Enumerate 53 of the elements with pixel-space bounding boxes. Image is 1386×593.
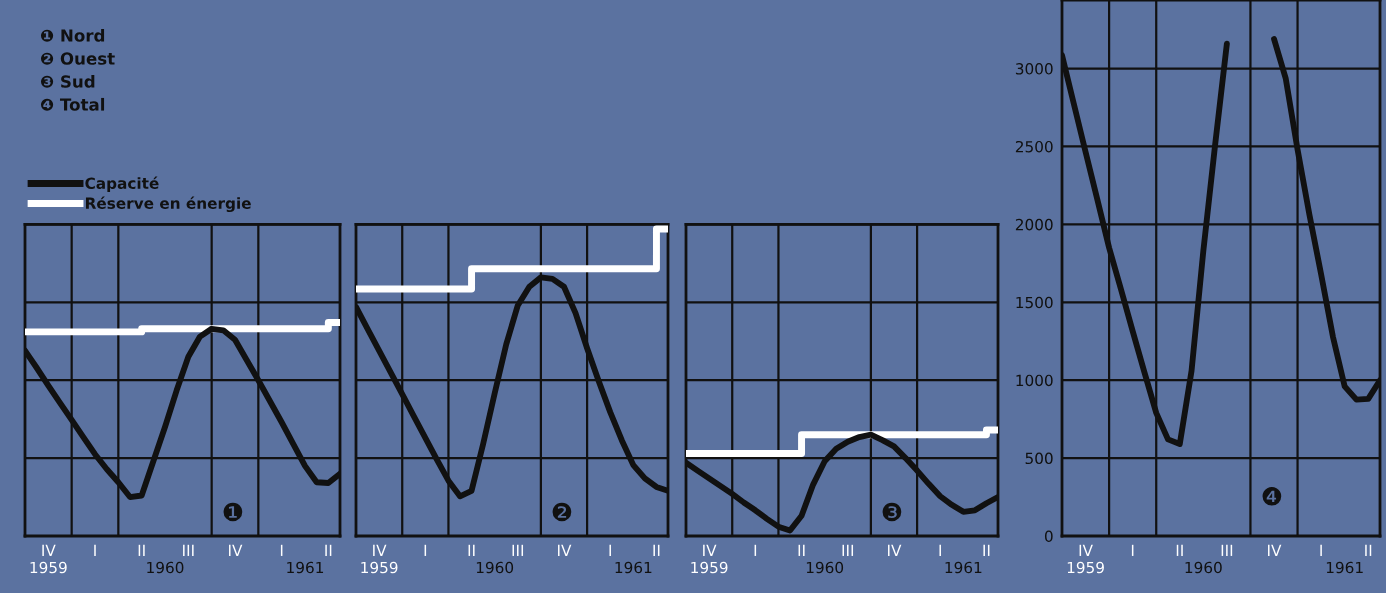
x-tick-label: II	[325, 544, 332, 556]
text: ❷	[552, 502, 572, 522]
x-tick-label: I	[94, 544, 96, 556]
x-tick-label: III	[512, 544, 524, 556]
x-tick-label: 1961	[945, 561, 982, 574]
x-tick-label: IV	[229, 544, 243, 556]
x-tick-label: I	[424, 544, 427, 556]
x-tick-label: 1960	[147, 561, 184, 574]
x-tick-label: I	[609, 544, 611, 556]
x-tick-label: II	[653, 544, 660, 556]
x-tick-label: IV 1959	[691, 544, 728, 574]
x-tick-label: 1960	[1185, 561, 1222, 574]
y-tick-label: 1000	[1016, 374, 1053, 387]
x-tick-label: 1961	[287, 561, 324, 574]
text: ❶ Nord	[40, 28, 105, 42]
text: ❸	[882, 502, 902, 522]
x-tick-label: 1961	[1326, 561, 1363, 574]
x-tick-label: IV 1959	[30, 544, 67, 574]
x-tick-label: II	[983, 544, 990, 556]
x-tick-label: I	[754, 544, 757, 556]
x-tick-label: 1961	[615, 561, 652, 574]
x-tick-label: IV	[888, 544, 902, 556]
x-tick-label: III	[842, 544, 854, 556]
x-tick-label: III	[1221, 544, 1233, 556]
x-tick-label: IV 1959	[361, 544, 398, 574]
x-tick-label: II	[1176, 544, 1183, 556]
x-tick-label: IV	[558, 544, 572, 556]
x-tick-label: II	[468, 544, 475, 556]
text: ❸ Sud	[40, 74, 95, 88]
y-tick-label: 3000	[1015, 63, 1053, 75]
y-tick-label: 0	[1044, 530, 1053, 543]
y-tick-label: 1500	[1016, 296, 1053, 309]
x-tick-label: I	[1131, 544, 1134, 556]
x-tick-label: II	[1365, 544, 1372, 556]
y-tick-label: 2000	[1015, 218, 1053, 231]
x-tick-label: IV 1959	[1067, 544, 1104, 574]
x-tick-label: 1960	[806, 561, 844, 574]
y-tick-label: 2500	[1015, 140, 1053, 153]
y-tick-label: 500	[1025, 452, 1053, 465]
text: ❹	[1262, 486, 1282, 506]
x-tick-label: II	[138, 544, 145, 556]
text: ❷ Ouest	[40, 52, 115, 65]
legend-label: Réserve en énergie	[85, 196, 251, 213]
x-tick-label: IV	[1268, 544, 1282, 556]
x-tick-label: III	[183, 544, 194, 556]
text: ❶	[223, 502, 243, 522]
x-tick-label: II	[798, 544, 805, 556]
text: ❹ Total	[40, 97, 105, 111]
x-tick-label: I	[280, 544, 283, 556]
x-tick-label: I	[939, 544, 941, 556]
x-tick-label: 1960	[476, 561, 514, 574]
x-tick-label: I	[1320, 544, 1322, 556]
legend-label: Capacité	[85, 176, 159, 192]
